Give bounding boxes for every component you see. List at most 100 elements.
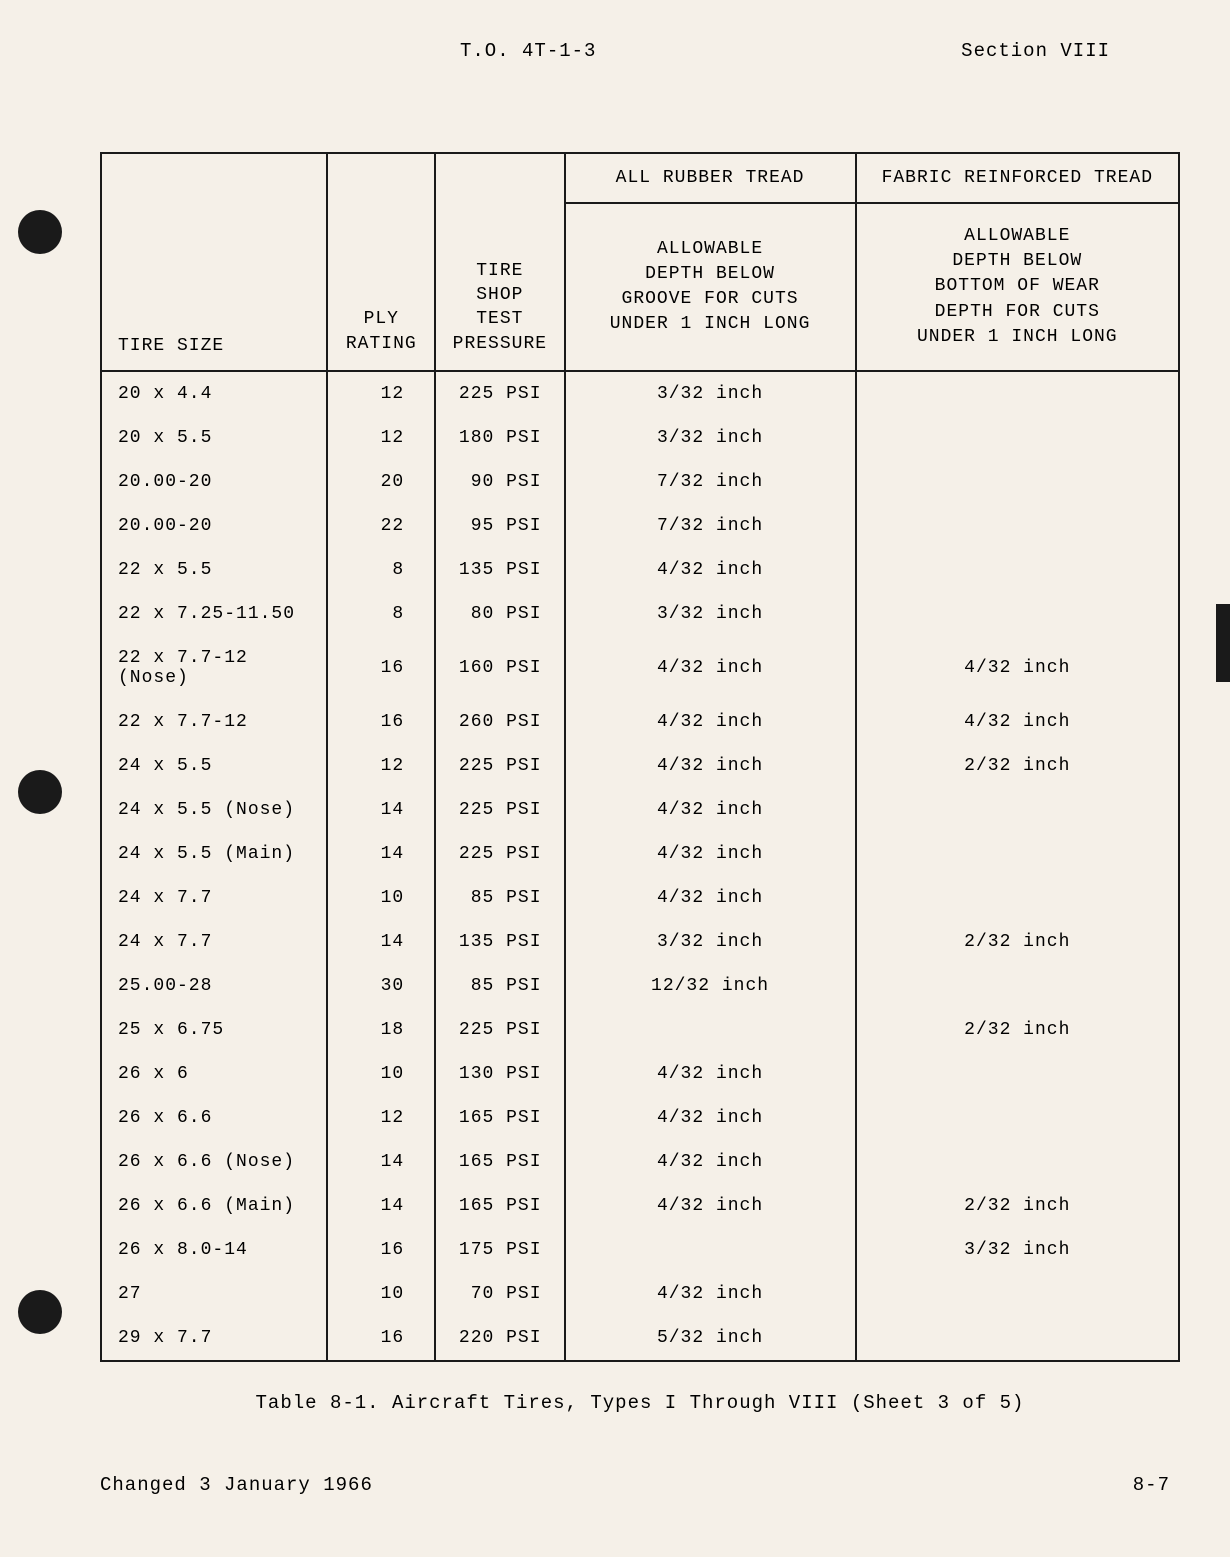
col-header-psi: TIRESHOPTESTPRESSURE bbox=[435, 203, 564, 371]
binder-hole bbox=[18, 770, 62, 814]
col-header-fabric: ALLOWABLEDEPTH BELOWBOTTOM OF WEARDEPTH … bbox=[856, 203, 1179, 371]
cell-size: 24 x 7.7 bbox=[101, 920, 327, 964]
doc-id: T.O. 4T-1-3 bbox=[460, 40, 596, 62]
cell-size: 24 x 5.5 (Nose) bbox=[101, 788, 327, 832]
cell-psi: 225 PSI bbox=[435, 1008, 564, 1052]
cell-fabric bbox=[856, 592, 1179, 636]
cell-ply: 10 bbox=[327, 1272, 435, 1316]
cell-size: 20 x 5.5 bbox=[101, 416, 327, 460]
cell-size: 24 x 7.7 bbox=[101, 876, 327, 920]
cell-ply: 8 bbox=[327, 548, 435, 592]
cell-psi: 225 PSI bbox=[435, 788, 564, 832]
cell-fabric bbox=[856, 504, 1179, 548]
edge-tab bbox=[1216, 604, 1230, 682]
cell-fabric bbox=[856, 1140, 1179, 1184]
cell-size: 20 x 4.4 bbox=[101, 371, 327, 416]
cell-fabric bbox=[856, 876, 1179, 920]
cell-size: 24 x 5.5 (Main) bbox=[101, 832, 327, 876]
cell-psi: 165 PSI bbox=[435, 1096, 564, 1140]
table-body: 20 x 4.412225 PSI3/32 inch20 x 5.512180 … bbox=[101, 371, 1179, 1361]
cell-size: 26 x 6.6 (Main) bbox=[101, 1184, 327, 1228]
cell-rubber: 7/32 inch bbox=[565, 460, 856, 504]
col-header-rubber-top: ALL RUBBER TREAD bbox=[565, 153, 856, 203]
table-row: 22 x 5.58135 PSI4/32 inch bbox=[101, 548, 1179, 592]
cell-psi: 85 PSI bbox=[435, 876, 564, 920]
cell-size: 24 x 5.5 bbox=[101, 744, 327, 788]
cell-rubber: 4/32 inch bbox=[565, 700, 856, 744]
cell-ply: 14 bbox=[327, 920, 435, 964]
cell-psi: 70 PSI bbox=[435, 1272, 564, 1316]
cell-ply: 14 bbox=[327, 832, 435, 876]
cell-ply: 16 bbox=[327, 1316, 435, 1361]
cell-rubber: 4/32 inch bbox=[565, 1140, 856, 1184]
cell-psi: 220 PSI bbox=[435, 1316, 564, 1361]
cell-psi: 175 PSI bbox=[435, 1228, 564, 1272]
cell-rubber: 4/32 inch bbox=[565, 832, 856, 876]
cell-psi: 135 PSI bbox=[435, 920, 564, 964]
col-header-size: TIRE SIZE bbox=[101, 203, 327, 371]
cell-size: 22 x 7.7-12 (Nose) bbox=[101, 636, 327, 700]
tire-table: ALL RUBBER TREAD FABRIC REINFORCED TREAD… bbox=[100, 152, 1180, 1362]
cell-ply: 22 bbox=[327, 504, 435, 548]
cell-fabric: 2/32 inch bbox=[856, 920, 1179, 964]
cell-rubber: 4/32 inch bbox=[565, 1096, 856, 1140]
cell-psi: 225 PSI bbox=[435, 744, 564, 788]
cell-psi: 95 PSI bbox=[435, 504, 564, 548]
cell-size: 22 x 7.7-12 bbox=[101, 700, 327, 744]
cell-rubber: 3/32 inch bbox=[565, 371, 856, 416]
cell-size: 22 x 5.5 bbox=[101, 548, 327, 592]
cell-size: 20.00-20 bbox=[101, 460, 327, 504]
cell-ply: 16 bbox=[327, 1228, 435, 1272]
cell-fabric bbox=[856, 1272, 1179, 1316]
cell-rubber: 3/32 inch bbox=[565, 920, 856, 964]
cell-size: 26 x 6.6 bbox=[101, 1096, 327, 1140]
cell-rubber: 4/32 inch bbox=[565, 636, 856, 700]
cell-size: 25.00-28 bbox=[101, 964, 327, 1008]
cell-ply: 8 bbox=[327, 592, 435, 636]
cell-rubber: 12/32 inch bbox=[565, 964, 856, 1008]
table-row: 20.00-202295 PSI7/32 inch bbox=[101, 504, 1179, 548]
cell-fabric bbox=[856, 1316, 1179, 1361]
cell-fabric bbox=[856, 1096, 1179, 1140]
cell-fabric: 3/32 inch bbox=[856, 1228, 1179, 1272]
cell-rubber: 3/32 inch bbox=[565, 416, 856, 460]
page-number: 8-7 bbox=[1133, 1474, 1170, 1496]
cell-ply: 12 bbox=[327, 416, 435, 460]
cell-fabric bbox=[856, 1052, 1179, 1096]
cell-ply: 18 bbox=[327, 1008, 435, 1052]
cell-fabric bbox=[856, 548, 1179, 592]
cell-ply: 12 bbox=[327, 1096, 435, 1140]
cell-rubber: 7/32 inch bbox=[565, 504, 856, 548]
table-row: 20 x 5.512180 PSI3/32 inch bbox=[101, 416, 1179, 460]
cell-rubber: 4/32 inch bbox=[565, 744, 856, 788]
table-row: 24 x 5.512225 PSI4/32 inch2/32 inch bbox=[101, 744, 1179, 788]
cell-psi: 260 PSI bbox=[435, 700, 564, 744]
table-row: 20.00-202090 PSI7/32 inch bbox=[101, 460, 1179, 504]
table-row: 22 x 7.7-12 (Nose)16160 PSI4/32 inch4/32… bbox=[101, 636, 1179, 700]
cell-fabric bbox=[856, 460, 1179, 504]
table-row: 24 x 7.71085 PSI4/32 inch bbox=[101, 876, 1179, 920]
cell-size: 27 bbox=[101, 1272, 327, 1316]
cell-rubber: 5/32 inch bbox=[565, 1316, 856, 1361]
cell-ply: 12 bbox=[327, 371, 435, 416]
cell-fabric: 4/32 inch bbox=[856, 636, 1179, 700]
cell-ply: 14 bbox=[327, 1184, 435, 1228]
cell-fabric bbox=[856, 416, 1179, 460]
cell-psi: 90 PSI bbox=[435, 460, 564, 504]
table-row: 271070 PSI4/32 inch bbox=[101, 1272, 1179, 1316]
cell-psi: 165 PSI bbox=[435, 1184, 564, 1228]
table-row: 29 x 7.716220 PSI5/32 inch bbox=[101, 1316, 1179, 1361]
cell-size: 29 x 7.7 bbox=[101, 1316, 327, 1361]
cell-size: 26 x 6.6 (Nose) bbox=[101, 1140, 327, 1184]
col-header-ply: PLYRATING bbox=[327, 203, 435, 371]
cell-ply: 16 bbox=[327, 636, 435, 700]
page-footer: Changed 3 January 1966 8-7 bbox=[100, 1474, 1180, 1496]
cell-psi: 180 PSI bbox=[435, 416, 564, 460]
table-row: 22 x 7.25-11.50880 PSI3/32 inch bbox=[101, 592, 1179, 636]
table-caption: Table 8-1. Aircraft Tires, Types I Throu… bbox=[100, 1392, 1180, 1414]
table-row: 20 x 4.412225 PSI3/32 inch bbox=[101, 371, 1179, 416]
cell-ply: 20 bbox=[327, 460, 435, 504]
cell-rubber bbox=[565, 1008, 856, 1052]
cell-ply: 12 bbox=[327, 744, 435, 788]
cell-fabric: 2/32 inch bbox=[856, 744, 1179, 788]
